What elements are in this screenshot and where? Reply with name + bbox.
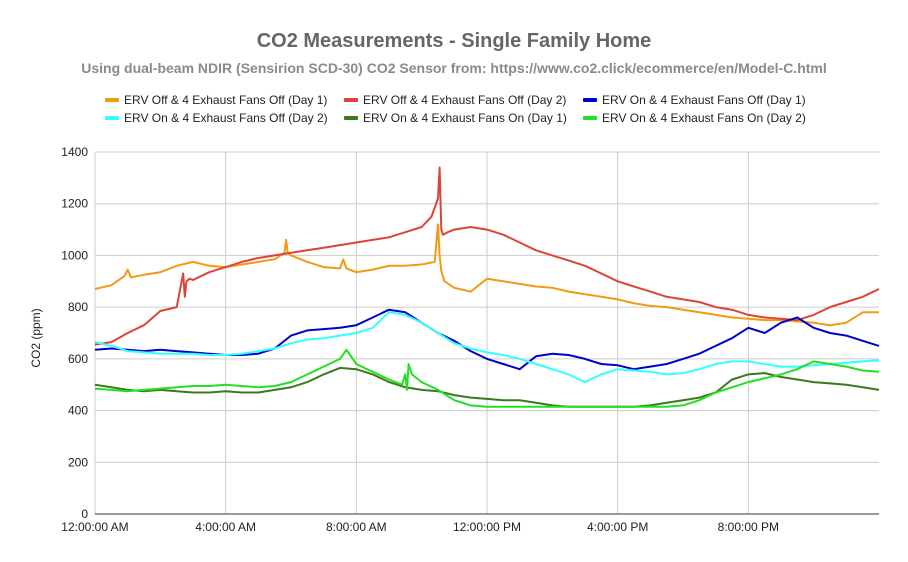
x-axis-ticks: 12:00:00 AM 4:00:00 AM 8:00:00 AM 12:00:00 … [61,520,779,534]
y-tick-label: 200 [68,455,88,469]
grid-lines [94,151,879,514]
legend-swatch [344,98,358,102]
x-tick-label: 4:00:00 PM [587,520,648,534]
x-tick-label: 8:00:00 AM [326,520,387,534]
legend-swatch [105,98,119,102]
chart-subtitle: Using dual-beam NDIR (Sensirion SCD-30) … [81,60,827,76]
x-tick-label: 12:00:00 PM [453,520,521,534]
legend-swatch [583,116,597,120]
y-tick-label: 1000 [61,248,88,262]
legend-label: ERV Off & 4 Exhaust Fans Off (Day 1) [124,93,327,107]
y-tick-label: 1200 [61,197,88,211]
legend-label: ERV On & 4 Exhaust Fans On (Day 2) [602,111,806,125]
x-tick-label: 12:00:00 AM [61,520,128,534]
chart-title: CO2 Measurements - Single Family Home [257,30,652,52]
y-axis-label: CO2 (ppm) [29,308,43,367]
legend-label: ERV On & 4 Exhaust Fans Off (Day 1) [602,93,806,107]
series-lines [94,166,880,408]
legend-swatch [344,116,358,120]
series-line-6 [94,348,880,408]
y-tick-label: 800 [68,300,88,314]
x-tick-label: 8:00:00 PM [718,520,779,534]
legend-swatch [105,116,119,120]
legend-label: ERV On & 4 Exhaust Fans On (Day 1) [363,111,567,125]
legend-label: ERV On & 4 Exhaust Fans Off (Day 2) [124,111,328,125]
y-tick-label: 0 [81,507,88,521]
series-line-4 [94,311,880,384]
x-tick-label: 4:00:00 AM [195,520,256,534]
legend: ERV Off & 4 Exhaust Fans Off (Day 1) ERV … [105,93,806,125]
legend-label: ERV Off & 4 Exhaust Fans Off (Day 2) [363,93,566,107]
legend-swatch [583,98,597,102]
y-tick-label: 400 [68,404,88,418]
y-axis-ticks: 0 200 400 600 800 1000 1200 1400 [61,145,88,521]
series-line-5 [94,366,880,408]
series-line-2 [94,166,880,346]
y-tick-label: 600 [68,352,88,366]
y-tick-label: 1400 [61,145,88,159]
